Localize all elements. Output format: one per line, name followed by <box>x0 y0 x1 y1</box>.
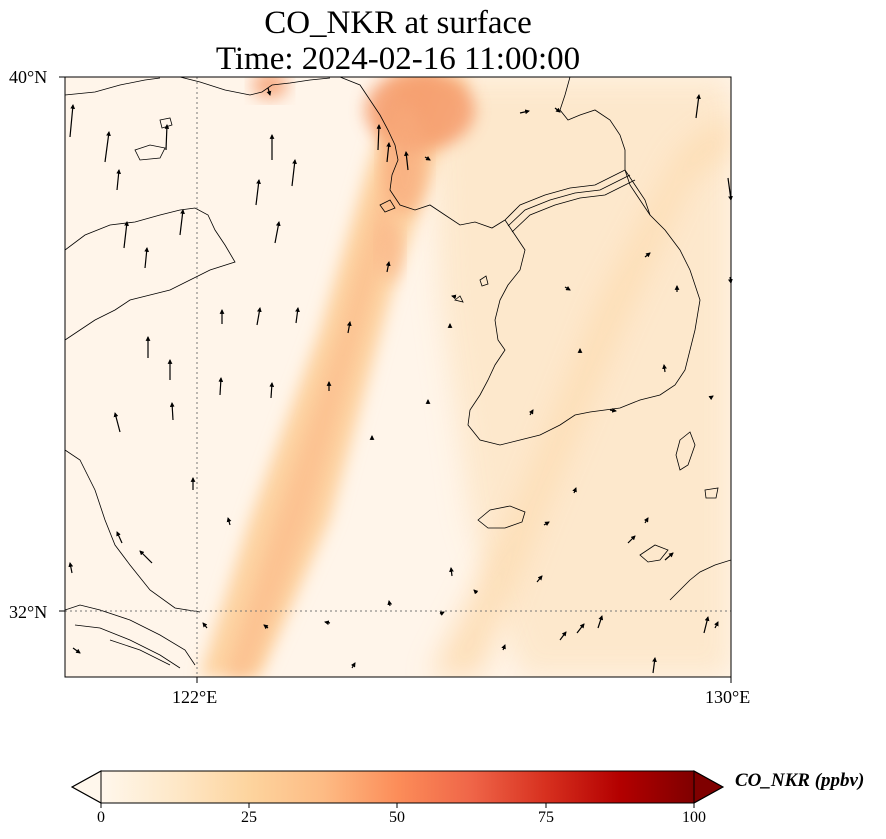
wind-arrow <box>179 209 185 236</box>
wind-arrow <box>226 517 232 526</box>
wind-arrow <box>139 550 153 564</box>
colorbar-tick-50: 50 <box>389 809 405 826</box>
wind-arrow <box>559 631 567 641</box>
wind-arrow <box>266 87 272 96</box>
wind-arrow <box>295 307 300 324</box>
colorbar-gradient <box>101 771 694 803</box>
wind-arrow <box>609 408 617 413</box>
wind-arrow <box>576 623 585 634</box>
colorbar <box>70 770 725 808</box>
wind-arrow <box>144 247 150 269</box>
wind-arrow <box>376 124 382 151</box>
wind-arrow <box>218 377 224 396</box>
wind-arrow <box>69 104 76 138</box>
colorbar-tick-0: 0 <box>97 809 105 826</box>
wind-arrow <box>116 169 122 191</box>
axis-ticks <box>59 76 732 683</box>
map-frame <box>64 76 732 678</box>
wind-arrow <box>572 487 577 494</box>
wind-arrow <box>255 179 261 206</box>
wind-arrow <box>695 94 701 119</box>
colorbar-tick-25: 25 <box>241 809 257 826</box>
wind-arrow <box>404 151 409 171</box>
coastlines <box>65 77 731 669</box>
wind-arrow <box>424 155 431 161</box>
wind-arrow <box>350 662 356 669</box>
colorbar-tick-100: 100 <box>682 809 706 826</box>
wind-arrow <box>169 402 175 421</box>
wind-arrow <box>291 159 297 187</box>
wind-arrow <box>536 575 543 583</box>
wind-arrow <box>451 294 457 300</box>
map-title-line-1: CO_NKR at surface <box>264 5 532 41</box>
wind-arrow <box>449 567 454 577</box>
wind-arrow <box>439 611 445 616</box>
wind-arrow <box>703 616 710 634</box>
wind-vectors <box>68 87 733 674</box>
wind-arrow <box>113 412 121 433</box>
wind-arrow <box>643 517 649 524</box>
map-title-line-2: Time: 2024-02-16 11:00:00 <box>215 41 581 77</box>
wind-arrow <box>116 531 123 544</box>
wind-arrow <box>519 109 530 115</box>
gridlines <box>65 77 731 677</box>
wind-arrow <box>274 221 281 244</box>
lon-label-122e: 122°E <box>172 687 218 707</box>
wind-arrow <box>263 624 269 630</box>
wind-arrow <box>564 285 571 291</box>
colorbar-tick-75: 75 <box>538 809 554 826</box>
wind-arrow <box>708 395 714 401</box>
lon-label-130e: 130°E <box>705 687 751 707</box>
concentration-field <box>65 77 731 677</box>
wind-arrow <box>256 307 262 326</box>
wind-arrow <box>554 107 561 113</box>
wind-arrow <box>597 615 604 629</box>
wind-arrow <box>68 562 74 574</box>
wind-arrow <box>385 261 391 273</box>
colorbar-extend-max <box>693 770 725 804</box>
wind-arrow <box>72 647 81 654</box>
wind-arrow <box>644 252 651 258</box>
wind-arrow <box>164 124 170 151</box>
wind-arrow <box>387 600 393 607</box>
lat-label-40n: 40°N <box>9 67 48 87</box>
wind-arrow <box>501 644 506 651</box>
wind-arrow <box>664 552 674 561</box>
wind-arrow <box>202 622 208 629</box>
wind-arrow <box>123 221 129 249</box>
wind-arrow <box>473 589 479 595</box>
wind-arrow <box>269 382 275 399</box>
wind-arrow <box>652 657 657 674</box>
wind-arrow <box>324 620 331 626</box>
colorbar-extend-min <box>70 770 102 804</box>
colorbar-label: CO_NKR (ppbv) <box>735 770 865 791</box>
wind-arrow <box>346 321 352 334</box>
wind-arrow <box>386 142 391 163</box>
wind-arrow <box>627 535 636 544</box>
wind-arrow <box>104 131 111 163</box>
wind-arrow <box>662 364 667 373</box>
wind-arrow <box>543 521 550 527</box>
lat-label-32n: 32°N <box>9 602 48 622</box>
wind-arrow <box>714 621 719 629</box>
wind-arrow <box>528 409 534 416</box>
